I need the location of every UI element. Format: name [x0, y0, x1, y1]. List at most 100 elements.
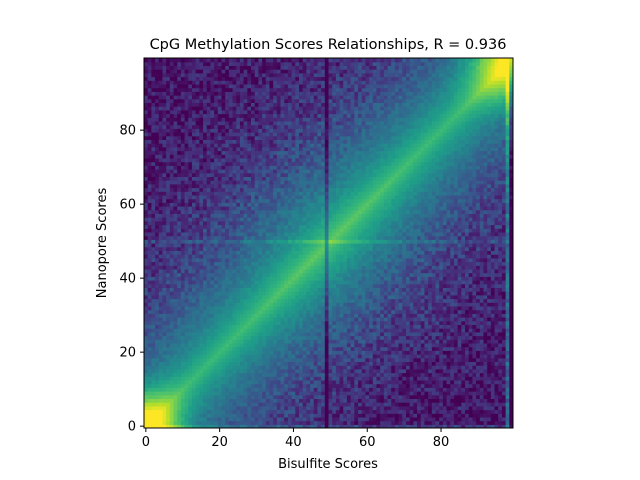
heatmap-cell — [217, 409, 223, 414]
heatmap-cell — [291, 243, 296, 248]
heatmap-cell — [354, 261, 359, 266]
heatmap-cell — [498, 331, 503, 337]
heatmap-cell — [276, 413, 282, 418]
heatmap-cell — [339, 346, 344, 351]
heatmap-cell — [376, 354, 381, 359]
heatmap-cell — [317, 339, 322, 344]
heatmap-cell — [236, 424, 241, 428]
heatmap-cell — [468, 405, 474, 411]
heatmap-cell — [184, 257, 189, 263]
heatmap-cell — [180, 324, 186, 329]
heatmap-cell — [155, 354, 160, 359]
heatmap-cell — [247, 243, 252, 248]
heatmap-cell — [232, 283, 237, 288]
heatmap-cell — [490, 409, 496, 414]
heatmap-cell — [439, 328, 444, 333]
heatmap-cell — [420, 250, 426, 255]
heatmap-cell — [147, 309, 152, 314]
heatmap-cell — [184, 317, 189, 322]
heatmap-cell — [501, 331, 507, 337]
heatmap-cell — [405, 413, 411, 418]
heatmap-cell — [409, 283, 414, 288]
heatmap-cell — [450, 387, 455, 392]
heatmap-cell — [387, 261, 392, 266]
heatmap-cell — [350, 387, 355, 392]
heatmap-cell — [361, 346, 366, 351]
heatmap-cell — [206, 350, 212, 355]
heatmap-cell — [483, 365, 488, 370]
heatmap-cell — [335, 387, 341, 392]
heatmap-cell — [361, 331, 366, 337]
heatmap-cell — [405, 342, 411, 348]
heatmap-cell — [206, 354, 212, 359]
heatmap-cell — [324, 346, 330, 351]
heatmap-cell — [298, 246, 304, 251]
heatmap-cell — [450, 272, 455, 277]
heatmap-cell — [391, 420, 396, 425]
heatmap-cell — [262, 394, 267, 399]
heatmap-cell — [328, 339, 333, 344]
heatmap-cell — [276, 291, 282, 296]
heatmap-cell — [332, 368, 337, 374]
heatmap-cell — [328, 387, 333, 392]
heatmap-cell — [280, 383, 285, 388]
heatmap-cell — [343, 398, 348, 403]
heatmap-cell — [354, 254, 359, 259]
heatmap-cell — [239, 283, 245, 288]
heatmap-cell — [199, 243, 204, 248]
heatmap-cell — [365, 276, 370, 281]
heatmap-cell — [346, 339, 352, 344]
heatmap-cell — [199, 368, 204, 374]
heatmap-cell — [206, 305, 212, 311]
heatmap-cell — [313, 405, 319, 411]
heatmap-cell — [251, 276, 256, 281]
heatmap-cell — [177, 405, 182, 411]
heatmap-cell — [405, 272, 411, 277]
heatmap-cell — [328, 268, 333, 274]
heatmap-cell — [479, 335, 485, 340]
heatmap-cell — [265, 272, 271, 277]
heatmap-cell — [494, 346, 499, 351]
heatmap-cell — [343, 265, 348, 270]
heatmap-cell — [243, 420, 248, 425]
heatmap-cell — [191, 387, 197, 392]
heatmap-cell — [369, 350, 374, 355]
heatmap-cell — [203, 283, 208, 288]
heatmap-cell — [465, 405, 470, 411]
heatmap-cell — [280, 387, 285, 392]
heatmap-cell — [251, 268, 256, 274]
heatmap-cell — [398, 291, 403, 296]
heatmap-cell — [490, 368, 496, 374]
heatmap-cell — [505, 328, 510, 333]
heatmap-cell — [450, 342, 455, 348]
heatmap-cell — [166, 346, 171, 351]
heatmap-cell — [280, 243, 285, 248]
heatmap-cell — [476, 272, 481, 277]
heatmap-cell — [339, 405, 344, 411]
heatmap-cell — [243, 317, 248, 322]
heatmap-cell — [472, 294, 477, 300]
heatmap-cell — [380, 291, 385, 296]
heatmap-cell — [151, 243, 156, 248]
heatmap-cell — [413, 346, 418, 351]
heatmap-cell — [332, 331, 337, 337]
heatmap-cell — [166, 383, 171, 388]
heatmap-cell — [254, 243, 259, 248]
heatmap-cell — [446, 409, 451, 414]
heatmap-cell — [210, 305, 215, 311]
heatmap-cell — [476, 294, 481, 300]
heatmap-cell — [424, 357, 429, 362]
heatmap-cell — [321, 339, 326, 344]
heatmap-cell — [298, 265, 304, 270]
heatmap-cell — [417, 324, 422, 329]
heatmap-cell — [155, 398, 160, 403]
heatmap-cell — [380, 387, 385, 392]
heatmap-cell — [254, 298, 259, 303]
heatmap-cell — [383, 254, 389, 259]
heatmap-cell — [243, 287, 248, 292]
heatmap-cell — [417, 361, 422, 366]
heatmap-cell — [391, 335, 396, 340]
heatmap-cell — [321, 243, 326, 248]
heatmap-cell — [413, 313, 418, 318]
